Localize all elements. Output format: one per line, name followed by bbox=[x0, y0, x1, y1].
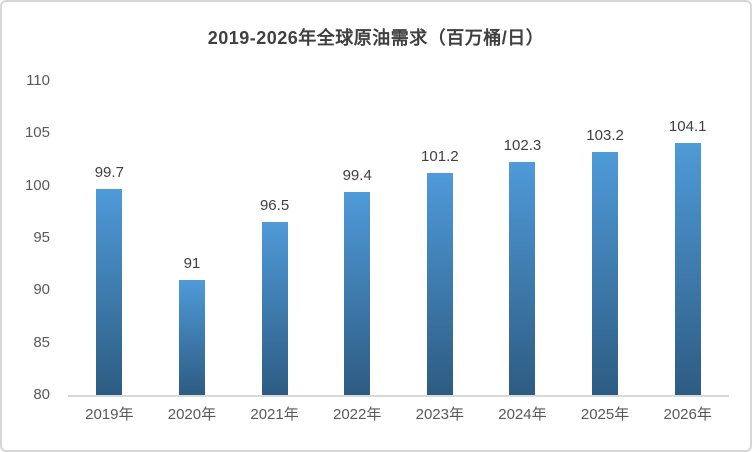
chart-title: 2019-2026年全球原油需求（百万桶/日） bbox=[207, 28, 545, 48]
bar-data-label: 99.4 bbox=[342, 166, 372, 184]
bar bbox=[178, 279, 205, 395]
bar bbox=[426, 173, 453, 395]
y-tick-label: 105 bbox=[24, 124, 50, 142]
bar bbox=[674, 142, 701, 395]
bar-data-label: 96.5 bbox=[259, 197, 290, 215]
x-tick-label: 2021年 bbox=[250, 406, 299, 423]
bar bbox=[592, 152, 619, 395]
bar-data-label: 91 bbox=[183, 254, 201, 272]
x-axis: 2019年 2020年 2021年 2022年 2023年 2024年 2025年 2026年 bbox=[68, 405, 729, 429]
bar bbox=[261, 222, 288, 395]
x-tick-label: 2022年 bbox=[333, 406, 382, 423]
bar bbox=[509, 161, 536, 395]
bar bbox=[344, 191, 371, 395]
x-tick-label: 2020年 bbox=[167, 406, 217, 423]
y-tick-label: 80 bbox=[33, 386, 50, 403]
x-tick-label: 2019年 bbox=[85, 406, 134, 423]
y-tick-label: 95 bbox=[33, 229, 50, 246]
y-tick-label: 85 bbox=[33, 333, 50, 351]
x-tick-label: 2025年 bbox=[580, 406, 630, 423]
bar-data-label: 102.3 bbox=[503, 136, 542, 154]
bar-data-label: 103.2 bbox=[586, 127, 624, 145]
y-axis: 80 85 90 95 100 105 110 bbox=[2, 72, 54, 403]
x-tick-label: 2024年 bbox=[498, 406, 547, 423]
y-tick-label: 110 bbox=[26, 72, 50, 89]
bar-data-label: 101.2 bbox=[421, 148, 459, 166]
y-tick-label: 90 bbox=[33, 281, 50, 299]
x-tick-label: 2023年 bbox=[415, 406, 464, 423]
bar-data-label: 99.7 bbox=[94, 163, 124, 181]
bar bbox=[96, 188, 123, 395]
y-tick-label: 100 bbox=[24, 176, 50, 194]
plot-area: 99.7 91 96.5 99.4 101.2 102.3 103.2 104.1 bbox=[68, 81, 729, 397]
bar-data-label: 104.1 bbox=[668, 117, 707, 135]
x-tick-label: 2026年 bbox=[663, 406, 712, 423]
